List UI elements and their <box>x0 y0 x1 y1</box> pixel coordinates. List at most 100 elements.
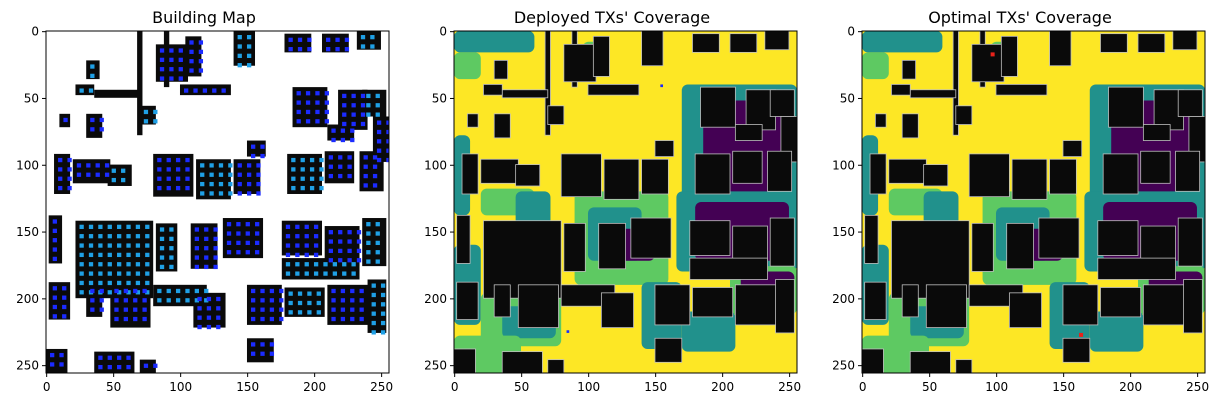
building <box>1008 292 1042 328</box>
tx-marker <box>285 262 291 267</box>
tx-marker <box>319 176 324 181</box>
tx-marker <box>107 271 112 276</box>
tx-marker <box>145 234 150 239</box>
tx-marker <box>135 252 141 258</box>
tx-marker <box>175 298 181 303</box>
tx-marker <box>291 176 296 181</box>
building <box>547 105 565 125</box>
coverage-zone <box>862 31 943 53</box>
tx-marker <box>62 295 67 300</box>
axes-frame: 0 50 100 150 200 250 0 50 100 150 200 250 <box>424 25 801 394</box>
tx-marker <box>295 224 300 229</box>
tx-marker <box>169 246 174 251</box>
tx-marker <box>326 47 331 52</box>
tx-marker <box>157 288 162 294</box>
tx-marker <box>107 290 112 295</box>
tx-marker <box>123 288 128 294</box>
tx-marker <box>98 355 103 360</box>
tx-marker <box>157 157 162 163</box>
tx-marker <box>300 167 305 172</box>
tx-marker <box>296 91 301 96</box>
tx-marker <box>126 234 131 239</box>
tx-marker <box>107 252 112 258</box>
tx-marker <box>117 234 122 239</box>
tx-marker <box>218 172 224 177</box>
tx-marker <box>184 88 189 93</box>
tx-marker <box>300 176 305 181</box>
tx-marker <box>52 295 57 300</box>
building <box>107 164 132 186</box>
tx-marker <box>250 351 256 356</box>
tx-marker <box>86 163 91 168</box>
tx-marker <box>342 103 347 108</box>
tx-marker <box>340 137 346 143</box>
building <box>729 33 758 53</box>
building <box>700 86 736 128</box>
tx-marker <box>218 181 224 187</box>
tx-marker <box>360 112 366 117</box>
tx-marker <box>288 300 293 306</box>
tx-marker <box>153 119 158 124</box>
y-tick-label: 150 <box>832 225 855 239</box>
building <box>461 153 479 195</box>
tx-marker <box>126 243 131 248</box>
tx-marker <box>313 262 319 267</box>
tx-marker <box>366 93 371 99</box>
tx-marker <box>126 262 131 267</box>
tx-marker <box>206 324 212 330</box>
tx-marker <box>256 181 261 187</box>
building <box>454 348 476 373</box>
tx-marker <box>250 316 256 322</box>
tx-marker <box>123 316 128 322</box>
tx-marker <box>221 88 226 93</box>
coverage-zone <box>454 31 535 53</box>
tx-marker <box>300 185 305 191</box>
building <box>600 292 634 328</box>
tx-marker <box>335 37 340 42</box>
tx-marker <box>189 68 194 73</box>
axes-frame: 0 50 100 150 200 250 0 50 100 150 200 250 <box>16 25 393 394</box>
tx-marker <box>256 172 261 177</box>
tx-marker <box>347 164 352 169</box>
tx-marker <box>316 291 321 296</box>
tx-marker <box>166 288 171 294</box>
tx-marker <box>297 310 303 315</box>
building <box>356 31 381 50</box>
tx-marker <box>58 176 63 181</box>
tx-marker <box>123 298 128 303</box>
tx-marker <box>228 172 233 177</box>
tx-marker <box>344 37 350 42</box>
tx-marker <box>269 316 275 322</box>
tx-marker <box>250 288 256 294</box>
tx-marker <box>99 288 104 294</box>
tx-marker <box>313 234 319 239</box>
x-tick-label: 100 <box>169 380 192 394</box>
tx-marker <box>338 239 343 244</box>
building <box>493 284 511 318</box>
tx-marker <box>360 93 366 99</box>
tx-marker <box>197 324 202 330</box>
tx-marker <box>126 224 131 229</box>
tx-marker <box>135 290 141 295</box>
tx-marker <box>135 280 141 286</box>
tx-marker <box>117 364 122 370</box>
tx-marker <box>360 103 366 108</box>
tx-marker <box>250 298 256 303</box>
tx-marker <box>189 49 194 54</box>
tx-marker <box>350 298 355 303</box>
tx-marker <box>189 59 194 64</box>
tx-marker <box>159 264 165 270</box>
tx-marker <box>328 239 333 244</box>
tx-marker <box>371 330 376 335</box>
tx-marker <box>250 153 256 159</box>
tx-marker <box>216 296 221 302</box>
tx-marker <box>296 100 301 105</box>
tx-marker <box>246 35 252 40</box>
x-tick-label: 250 <box>778 380 801 394</box>
panel-title: Building Map <box>152 8 256 27</box>
tx-marker <box>375 231 380 236</box>
tx-marker <box>107 224 112 229</box>
tx-marker <box>342 271 347 276</box>
tx-marker <box>386 139 389 144</box>
tx-marker <box>246 163 252 168</box>
